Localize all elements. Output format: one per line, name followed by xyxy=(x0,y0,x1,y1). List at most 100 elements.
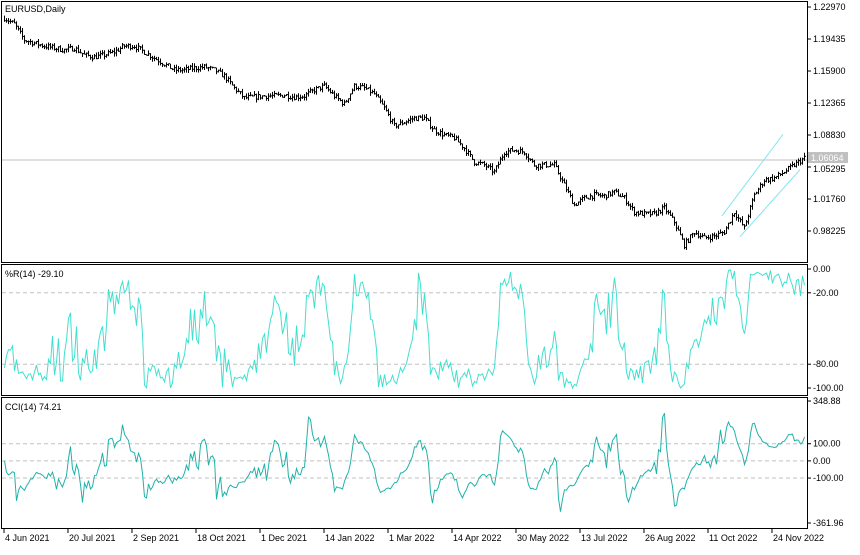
price-bar xyxy=(544,162,546,165)
price-bar xyxy=(114,47,116,57)
price-bar xyxy=(728,222,730,230)
price-bar xyxy=(158,56,160,66)
price-bar xyxy=(796,159,798,168)
date-tick-label: 18 Oct 2021 xyxy=(197,533,246,543)
price-bar xyxy=(178,65,180,73)
price-bar xyxy=(762,183,764,188)
wpr-tick-label: -80.00 xyxy=(813,359,839,369)
price-bar xyxy=(764,179,766,187)
price-bar xyxy=(408,118,410,124)
current-price-label: 1.06064 xyxy=(811,153,844,163)
price-bar xyxy=(346,99,348,103)
price-bar xyxy=(640,210,642,215)
price-tick-label: 1.05295 xyxy=(813,164,846,174)
price-bar xyxy=(462,143,464,150)
cci-panel[interactable] xyxy=(1,397,808,529)
price-bar xyxy=(230,75,232,85)
price-bar xyxy=(688,238,690,244)
price-bar xyxy=(740,217,742,223)
wpr-panel[interactable] xyxy=(1,264,808,396)
price-bar xyxy=(364,82,366,91)
date-tick-label: 24 Nov 2022 xyxy=(773,533,824,543)
price-tick-label: 0.98225 xyxy=(813,226,846,236)
price-bar xyxy=(296,94,298,100)
price-bar xyxy=(516,149,518,153)
price-bar xyxy=(746,220,748,227)
price-bar xyxy=(290,95,292,100)
main-panel[interactable] xyxy=(1,1,808,263)
price-bar xyxy=(528,153,530,163)
current-price-badge xyxy=(808,152,848,164)
price-bar xyxy=(652,211,654,216)
price-bar xyxy=(574,201,576,207)
price-bar xyxy=(384,100,386,110)
price-bars xyxy=(4,15,806,250)
price-bar xyxy=(40,44,42,47)
price-bar xyxy=(328,84,330,92)
price-bar xyxy=(468,149,470,156)
price-tick-label: 1.01760 xyxy=(813,194,846,204)
price-bar xyxy=(396,122,398,129)
price-bar xyxy=(28,40,30,46)
price-bar xyxy=(378,93,380,98)
price-bar xyxy=(54,43,56,51)
price-bar xyxy=(350,93,352,102)
price-bar xyxy=(608,191,610,198)
price-bar xyxy=(582,195,584,203)
price-bar xyxy=(704,233,706,237)
price-bar xyxy=(142,44,144,54)
price-bar xyxy=(128,43,130,49)
price-bar xyxy=(248,92,250,101)
price-bar xyxy=(148,50,150,57)
price-bar xyxy=(186,64,188,73)
cci-tick-label: 348.88 xyxy=(813,396,841,406)
price-bar xyxy=(426,114,428,122)
price-bar xyxy=(718,230,720,240)
price-bar xyxy=(450,132,452,138)
price-bar xyxy=(68,43,70,53)
price-bar xyxy=(46,43,48,50)
price-bar xyxy=(288,91,290,102)
price-bar xyxy=(546,161,548,168)
price-bar xyxy=(310,87,312,93)
price-bar xyxy=(242,88,244,99)
price-bar xyxy=(454,133,456,141)
price-bar xyxy=(286,94,288,96)
price-bar xyxy=(436,126,438,136)
price-bar xyxy=(32,40,34,47)
price-bar xyxy=(470,150,472,157)
date-tick-label: 30 May 2022 xyxy=(517,533,569,543)
price-bar xyxy=(176,64,178,74)
price-bar xyxy=(356,83,358,91)
cci-tick-label: -100.00 xyxy=(813,473,844,483)
price-bar xyxy=(302,95,304,99)
price-bar xyxy=(96,52,98,60)
price-bar xyxy=(320,86,322,92)
price-bar xyxy=(742,216,744,226)
date-tick-label: 1 Dec 2021 xyxy=(261,533,307,543)
price-bar xyxy=(496,165,498,173)
wpr-tick-label: -100.00 xyxy=(813,383,844,393)
price-bar xyxy=(116,46,118,57)
price-bar xyxy=(588,197,590,200)
price-bar xyxy=(204,64,206,71)
price-bar xyxy=(570,190,572,198)
price-bar xyxy=(268,93,270,102)
price-bar xyxy=(102,50,104,56)
date-tick-label: 4 Jun 2021 xyxy=(5,533,50,543)
price-bar xyxy=(638,210,640,217)
price-bar xyxy=(500,156,502,165)
price-bar xyxy=(300,94,302,102)
price-bar xyxy=(798,158,800,166)
price-bar xyxy=(200,64,202,72)
price-bar xyxy=(644,209,646,218)
price-bar xyxy=(48,42,50,51)
price-bar xyxy=(136,44,138,53)
price-bar xyxy=(506,150,508,157)
price-bar xyxy=(498,161,500,169)
price-bar xyxy=(180,66,182,73)
price-bar xyxy=(316,85,318,95)
price-bar xyxy=(680,227,682,236)
price-bar xyxy=(716,233,718,240)
